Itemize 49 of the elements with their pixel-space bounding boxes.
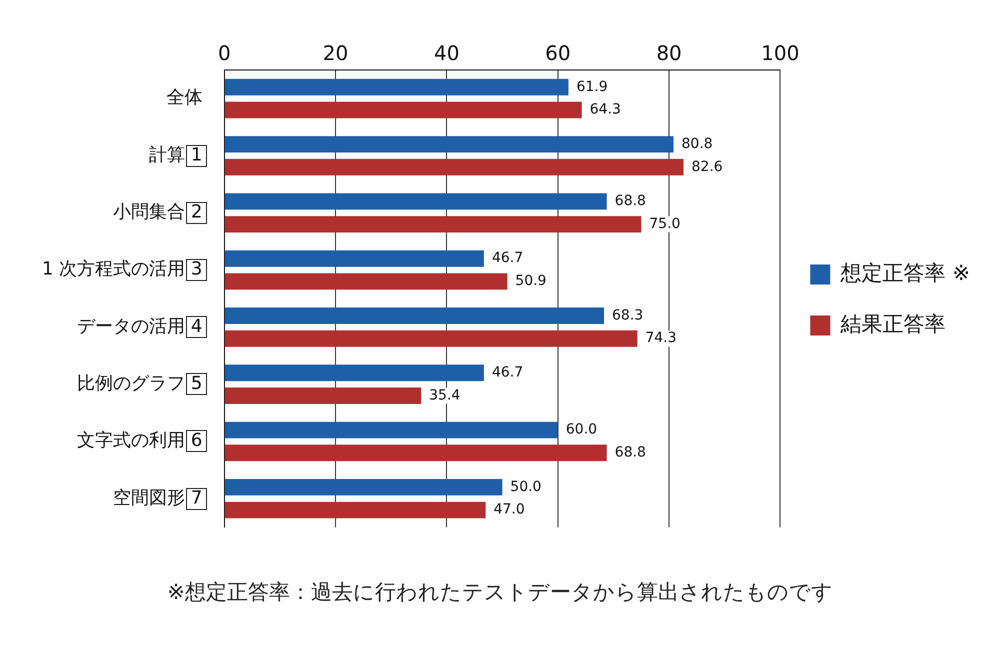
data-label: 50.9	[515, 273, 546, 290]
legend-label: 結果正答率	[840, 312, 946, 336]
data-label: 60.0	[566, 422, 598, 438]
bar	[224, 193, 607, 210]
data-label: 68.3	[612, 307, 644, 324]
x-tick-label: 100	[761, 41, 800, 66]
x-tick-label: 20	[322, 41, 348, 66]
x-tick-label: 80	[656, 41, 682, 66]
data-label: 61.9	[576, 78, 608, 95]
x-tick-label: 60	[545, 41, 571, 66]
y-tick-label: データの活用 4	[77, 316, 202, 337]
data-label: 35.4	[429, 387, 460, 404]
data-label: 46.7	[492, 250, 524, 266]
bar	[224, 444, 607, 462]
legend-label: 想定正答率 ※	[840, 260, 970, 285]
y-tick-label: 全体	[166, 87, 202, 108]
bar	[224, 78, 568, 96]
y-tick-label: 計算 1	[149, 144, 202, 166]
data-label: 47.0	[494, 502, 525, 518]
bar	[224, 250, 484, 267]
bar	[224, 364, 484, 382]
data-label: 68.8	[614, 444, 646, 461]
x-tick-label: 0	[218, 41, 231, 66]
y-tick-label: 比例のグラフ 5	[77, 372, 202, 394]
bar	[224, 308, 604, 324]
data-label: 50.0	[510, 478, 542, 495]
text: ※想定正答率：過去に行われたテストデータから算出されたものです	[166, 579, 834, 606]
data-label: 75.0	[649, 216, 680, 232]
bar	[224, 102, 582, 118]
y-tick-label: 空間図形 7	[113, 487, 202, 508]
bar	[224, 502, 486, 518]
bar	[224, 273, 508, 290]
data-label: 46.7	[492, 364, 524, 381]
bar	[224, 158, 684, 176]
data-label: 82.6	[692, 158, 723, 175]
data-label: 74.3	[645, 330, 677, 346]
bar	[224, 422, 558, 438]
x-tick-label: 40	[434, 41, 460, 66]
bar	[224, 216, 642, 233]
data-label: 80.8	[682, 136, 713, 152]
y-tick-label: 小問集合 2	[113, 202, 202, 223]
bar	[224, 136, 674, 153]
y-tick-label: 1 次方程式の活用 3	[42, 258, 202, 280]
data-label: 68.8	[614, 193, 646, 210]
y-tick-label: 文字式の利用 6	[77, 430, 202, 452]
bar	[224, 330, 638, 347]
bar	[224, 478, 502, 496]
bar	[224, 388, 422, 404]
data-label: 64.3	[590, 102, 621, 118]
